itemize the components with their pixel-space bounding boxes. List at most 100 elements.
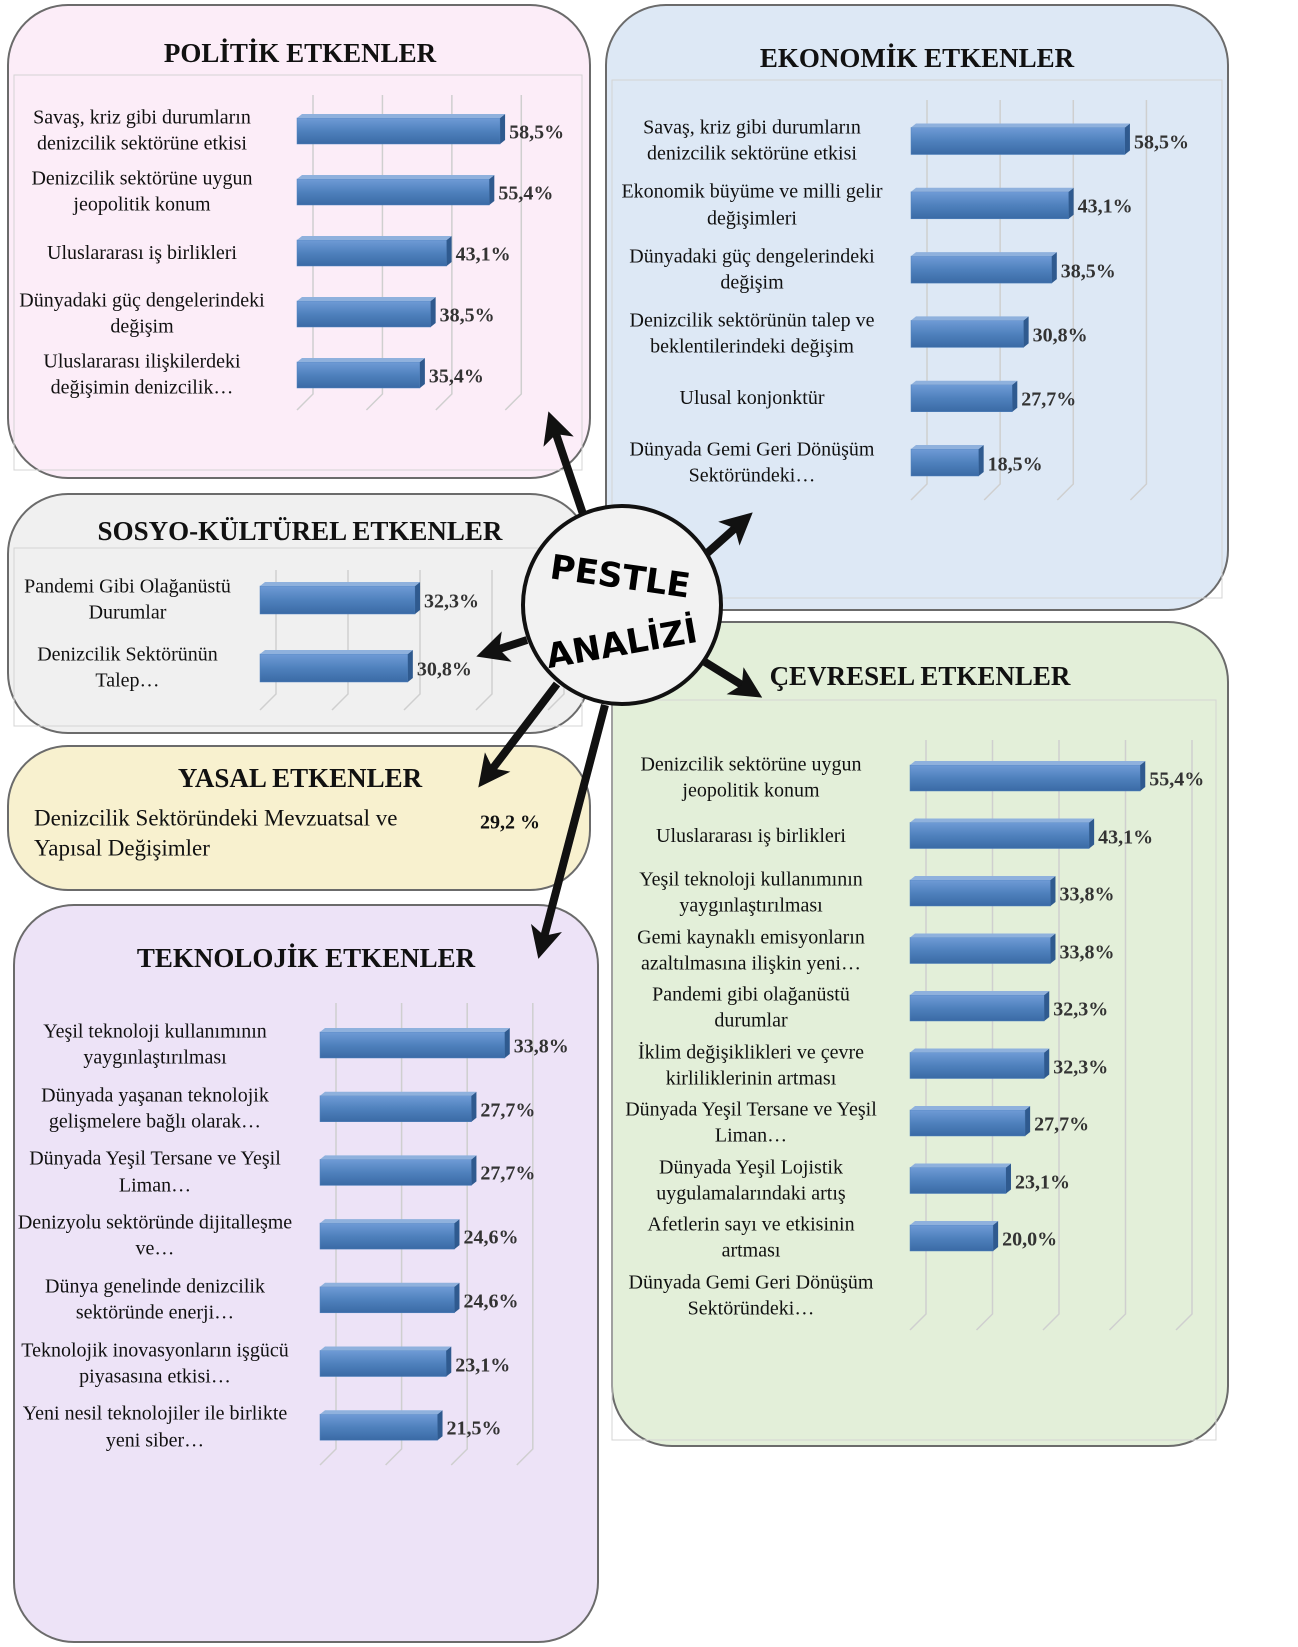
category-label: Dünya genelinde denizcilik sektöründe en… [45,1275,265,1324]
arrow [530,703,609,959]
bar [910,448,979,477]
bar [910,255,1053,284]
bar [296,178,490,206]
category-label: Dünyadaki güç dengelerindeki değişim [19,289,265,338]
chart-title: POLİTİK ETKENLER [163,38,437,68]
plot-frame [611,699,1217,1441]
bar-group [909,761,1146,792]
bar-group [910,380,1018,412]
grid-line [975,740,994,1331]
bar-group [909,1106,1031,1137]
value-label: 58,5% [509,121,565,144]
category-label: Dünyadaki güç dengelerindeki değişim [629,245,875,294]
bar [909,1167,1007,1194]
bar-side [500,114,506,144]
bar-top [911,252,1057,257]
bar-top [320,1028,510,1032]
bar [909,937,1051,964]
category-label: Uluslararası iş birlikleri [656,824,846,847]
category-label: Dünyada Yeşil Tersane ve Yeşil Liman… [29,1148,281,1197]
category-label: Denizcilik sektörünün talep ve beklentil… [629,309,875,358]
arrow [702,512,753,558]
category-label: Gemi kaynaklı emisyonların azaltılmasına… [637,926,865,975]
value-label: 27,7% [480,1162,536,1185]
bar [319,1350,447,1377]
bar-side [978,445,984,476]
bar-top [297,236,452,240]
bar-top [910,1221,999,1225]
arrow [478,681,561,788]
chart-title: ÇEVRESEL ETKENLER [769,661,1071,691]
bar [259,585,416,615]
bar-side [1044,1048,1050,1079]
bar-group [909,818,1095,849]
bar-group [259,582,421,615]
bar [909,1052,1045,1079]
grid-line [450,1003,468,1466]
category-label: Afetlerin sayı ve etkisinin artması [647,1213,855,1262]
bar [319,1031,506,1059]
bar-side [437,1410,443,1441]
grid-line [910,100,928,501]
bar-group [909,1221,999,1252]
yasal-text: Denizcilik Sektöründeki Mevzuatsal ve Ya… [34,805,398,861]
value-label: 27,7% [480,1099,536,1122]
bar-group [910,445,984,477]
bar [319,1159,472,1186]
bar-top [910,818,1095,823]
plot-frame [611,79,1223,599]
category-label: Savaş, kriz gibi durumların denizcilik s… [643,116,861,165]
bar-group [909,876,1056,907]
bar-top [260,650,413,654]
bar-top [910,933,1056,938]
bar-side [446,236,452,266]
category-label: Dünyada yaşanan teknolojik gelişmelere b… [41,1084,269,1133]
category-label: Yeşil teknoloji kullanımının yaygınlaştı… [43,1020,267,1069]
value-label: 30,8% [416,658,472,681]
bar-top [320,1155,477,1160]
bar-group [319,1028,510,1059]
bar-top [911,380,1018,385]
bar-side [1068,187,1074,219]
value-label: 32,3% [1053,998,1109,1021]
value-label: 33,8% [1059,941,1115,963]
bar [910,127,1126,155]
bar-top [911,123,1130,128]
panel [13,904,599,1643]
category-label: İklim değişiklikleri ve çevre kirlilikle… [637,1041,865,1090]
bar-group [909,991,1050,1022]
bar-side [1023,316,1029,348]
value-label: 27,7% [1034,1113,1090,1136]
bar-side [471,1091,477,1122]
value-label: 23,1% [455,1354,511,1376]
value-label: 30,8% [1032,324,1088,347]
value-label: 58,5% [1133,131,1189,154]
bar-top [320,1282,460,1287]
chart-title: EKONOMİK ETKENLER [759,43,1075,73]
grid-line [1042,740,1060,1331]
value-label: 24,6% [463,1290,519,1313]
value-label: 18,5% [987,453,1043,475]
plot-frame [13,74,583,471]
bar-group [910,316,1029,348]
value-label: 55,4% [1149,768,1205,791]
bar-side [1140,761,1146,791]
category-label: Ekonomik büyüme ve milli gelir değişimle… [621,180,883,230]
bar-top [297,175,495,179]
bar-side [1050,933,1056,964]
category-label: Denizyolu sektöründe dijitalleşme ve… [17,1211,293,1261]
arrow [702,658,763,698]
bar-top [910,1106,1031,1110]
bar-side [446,1346,452,1377]
bar [910,191,1069,220]
bar-group [909,1163,1012,1194]
bar-group [910,252,1057,284]
bar-side [430,297,436,327]
category-label: Dünyada Gemi Geri Dönüşüm Sektöründeki… [629,438,875,487]
bar-group [910,187,1074,220]
panel [7,745,591,891]
grid-line [516,1003,534,1466]
bar-top [910,761,1146,765]
value-label: 33,8% [1059,883,1115,906]
